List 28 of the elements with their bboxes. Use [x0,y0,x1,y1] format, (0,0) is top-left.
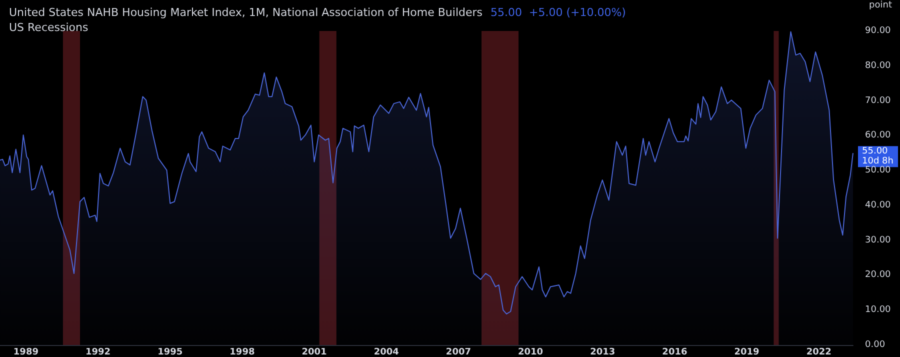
y-tick-label: 0.00 [865,340,886,350]
y-tick-label: 60.00 [865,130,892,141]
x-tick-label: 1989 [13,348,38,357]
y-axis-title: point [869,0,892,10]
x-tick-label: 1995 [158,348,183,357]
y-tick-label: 10.00 [865,305,892,316]
y-tick-label: 20.00 [865,270,892,280]
y-tick-label: 30.00 [865,235,892,246]
x-tick-label: 2010 [518,348,544,357]
chart-subtitle: 55.00 +5.00 (+10.00%) [490,6,626,19]
x-tick-label: 2022 [806,348,832,357]
x-tick-label: 2013 [590,348,616,357]
y-tick-label: 70.00 [865,96,892,106]
annotation: US Recessions [9,21,88,34]
y-tick-label: 80.00 [865,60,892,71]
text: 10d 8h [862,156,894,167]
y-tick-label: 90.00 [865,26,892,36]
x-tick-label: 2019 [734,348,760,357]
y-tick-label: 50.00 [865,166,892,176]
x-tick-label: 1992 [86,348,111,357]
x-tick-label: 2016 [662,348,688,357]
annotation: 55.00 [862,146,888,157]
y-tick-label: 40.00 [865,200,892,210]
x-tick-label: 1998 [230,348,255,357]
x-tick-label: 2004 [374,348,399,357]
x-tick-label: 2007 [446,348,471,357]
chart-title: United States NAHB Housing Market Index, 1M, National Association of Home Builders [9,6,483,19]
x-tick-label: 2001 [302,348,327,357]
